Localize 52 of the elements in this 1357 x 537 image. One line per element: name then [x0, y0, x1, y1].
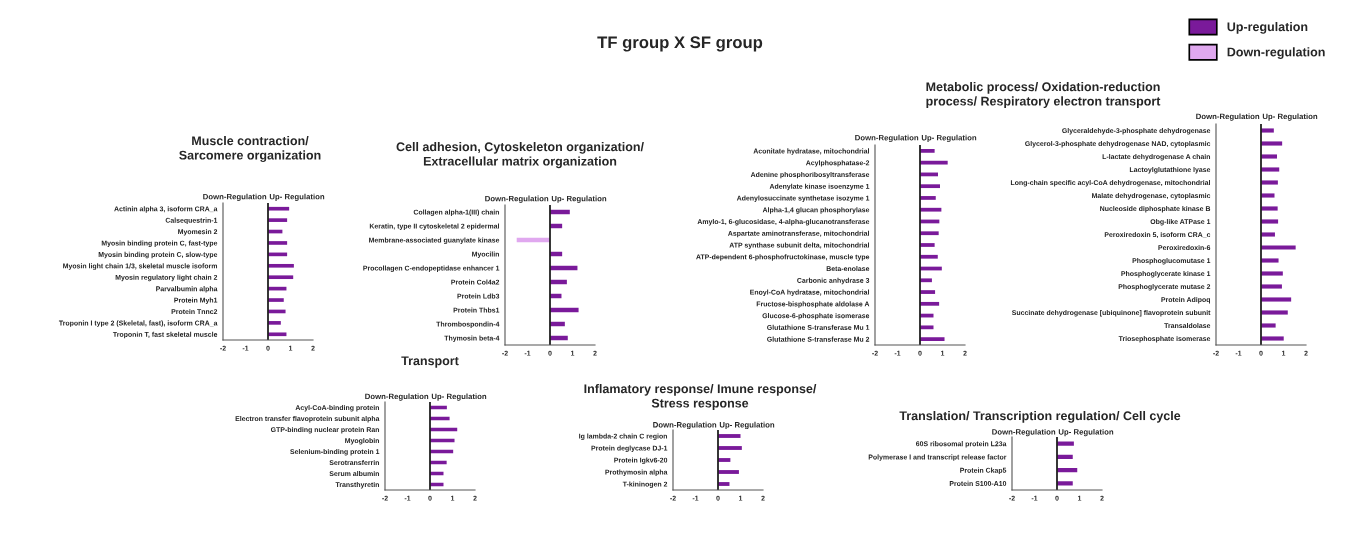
bar [920, 149, 935, 153]
bar [1261, 232, 1275, 237]
bar [1261, 284, 1282, 289]
bar [1261, 258, 1279, 263]
bar [920, 301, 940, 306]
bar [1261, 336, 1284, 341]
bar [268, 332, 287, 337]
legend-label: Down-regulation [1227, 47, 1325, 59]
bar [920, 254, 938, 259]
bar [1261, 271, 1283, 276]
bar [920, 337, 945, 341]
bar [1261, 180, 1278, 185]
bar [920, 325, 934, 330]
bar [1261, 323, 1276, 328]
chart-title: Transport [401, 356, 459, 368]
bar [268, 218, 288, 222]
bar [920, 207, 942, 212]
bar [1261, 167, 1280, 172]
bar [1261, 193, 1275, 198]
bar [920, 160, 948, 165]
text: TF group X SF group [597, 36, 763, 52]
bar [268, 321, 281, 325]
bar [1261, 310, 1288, 315]
chart-title: Cell adhesion, Cytoskeleton organization/ Extracellular matrix organization [396, 142, 644, 169]
bar [920, 184, 941, 189]
bar [1261, 141, 1283, 146]
chart-title: Translation/ Transcription regulation/ Cell cycle [899, 411, 1181, 423]
text: Metabolic process/ Oxidation-reduction process/ Respiratory electron transport [926, 82, 1161, 109]
bar [920, 278, 932, 283]
bar [1261, 219, 1279, 224]
bar [920, 231, 939, 236]
chart-title: Inflamatory response/ Imune response/ Stress response [584, 384, 817, 411]
bar [1261, 206, 1278, 211]
bar [1261, 297, 1292, 302]
bar [718, 458, 731, 462]
bar [268, 206, 290, 211]
bar [718, 482, 730, 486]
bar [268, 298, 284, 302]
bar [718, 434, 741, 438]
bar [718, 470, 739, 474]
bar [268, 263, 294, 268]
chart-title: Muscle contraction/ Sarcomere organization [179, 136, 321, 163]
bar [268, 241, 288, 245]
bar [920, 290, 936, 294]
bar [1261, 245, 1296, 250]
bar [920, 243, 935, 247]
bar [1261, 128, 1274, 133]
bar [1261, 154, 1277, 159]
bar [718, 446, 742, 450]
bar [268, 275, 294, 280]
legend-label: Up-regulation [1227, 22, 1308, 34]
bar [920, 196, 936, 200]
